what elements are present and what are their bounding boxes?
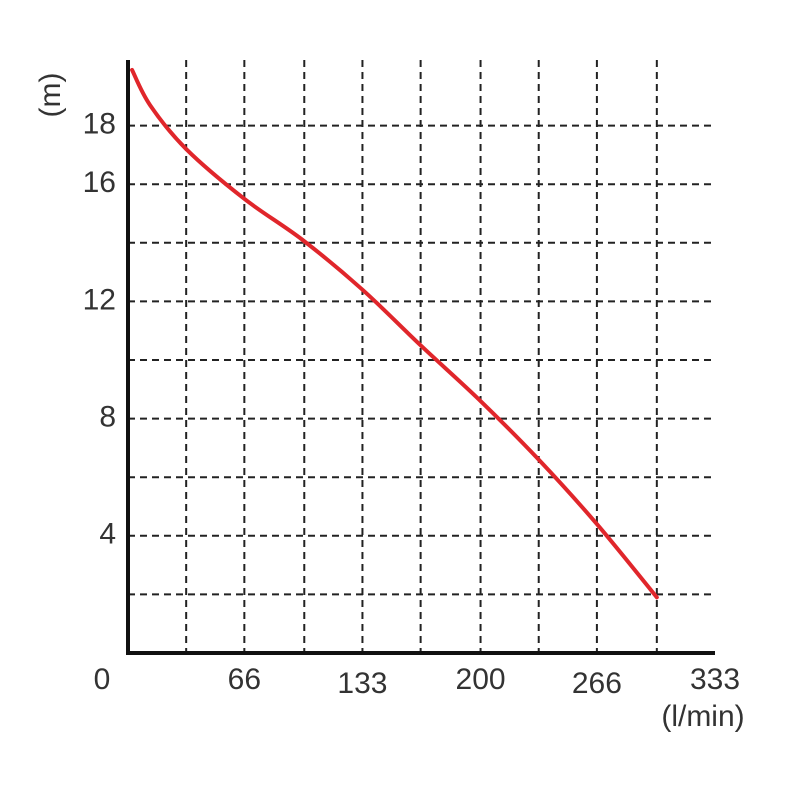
y-axis-label: (m) (34, 73, 67, 118)
y-tick-label: 12 (83, 283, 116, 316)
x-tick-label: 333 (690, 663, 740, 696)
x-tick-label: 266 (572, 667, 622, 700)
data-line (130, 67, 659, 600)
y-tick-label: 18 (83, 108, 116, 141)
x-tick-label: 66 (228, 663, 261, 696)
y-tick-label: 8 (99, 401, 116, 434)
x-tick-label: 200 (456, 663, 506, 696)
x-tick-label: 0 (94, 663, 111, 696)
y-tick-label: 4 (99, 518, 116, 551)
y-tick-label: 16 (83, 166, 116, 199)
x-axis-label: (l/min) (661, 700, 744, 733)
x-tick-label: 133 (337, 667, 387, 700)
